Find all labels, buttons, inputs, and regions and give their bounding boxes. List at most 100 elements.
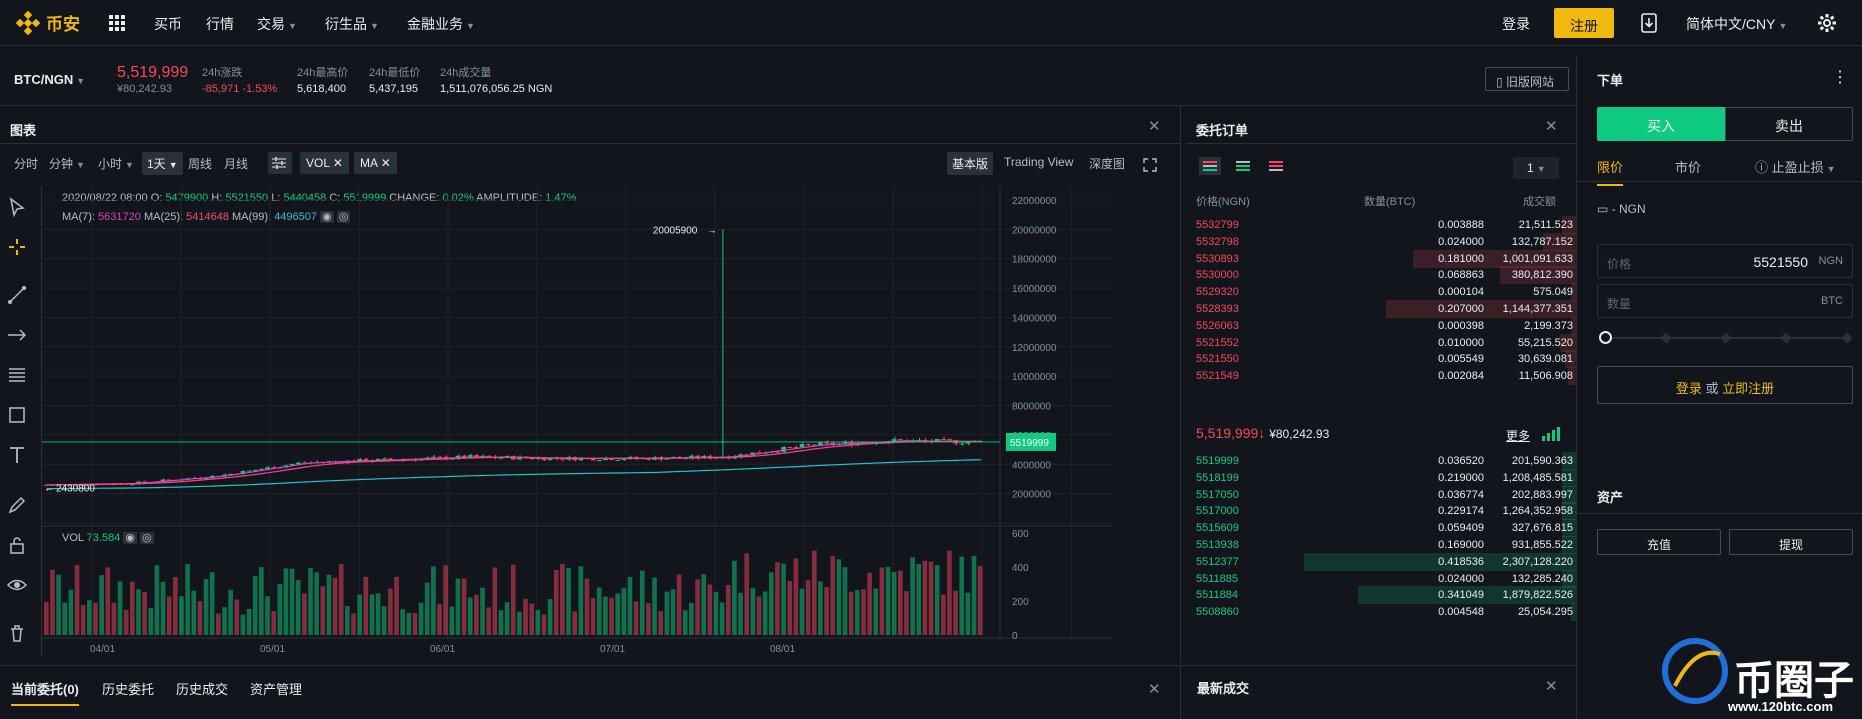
ask-row[interactable]: 5532799 0.003888 21,511.523 bbox=[1196, 215, 1576, 235]
bid-row[interactable]: 5517000 0.229174 1,264,352.958 bbox=[1196, 501, 1576, 521]
bid-row[interactable]: 5511884 0.341049 1,879,822.526 bbox=[1196, 585, 1576, 605]
slider-handle[interactable] bbox=[1599, 331, 1612, 344]
depth-precision-select[interactable]: 1 ▼ bbox=[1513, 157, 1559, 179]
tab-market[interactable]: 市价 bbox=[1675, 160, 1702, 175]
language-currency-selector[interactable]: 简体中文/CNY ▼ bbox=[1686, 14, 1787, 34]
slider-mark-75[interactable] bbox=[1780, 332, 1792, 344]
bid-row[interactable]: 5512377 0.418536 2,307,128.220 bbox=[1196, 552, 1576, 572]
sell-tab-button[interactable]: 卖出 bbox=[1725, 107, 1853, 141]
orders-close-icon[interactable]: ✕ bbox=[1148, 681, 1161, 698]
candlestick-chart[interactable]: 2200000020000000180000001600000014000000… bbox=[42, 188, 1180, 660]
pair-selector[interactable]: BTC/NGN ▼ bbox=[14, 72, 85, 87]
buy-tab-button[interactable]: 买入 bbox=[1597, 107, 1725, 141]
view-basic[interactable]: 基本版 bbox=[947, 152, 994, 175]
ask-row[interactable]: 5530000 0.068863 380,812.390 bbox=[1196, 265, 1576, 285]
ask-row[interactable]: 5529320 0.000104 575.049 bbox=[1196, 282, 1576, 302]
fib-lines-icon[interactable] bbox=[6, 364, 28, 386]
nav-derivatives[interactable]: 衍生品 ▼ bbox=[325, 14, 379, 34]
crosshair-icon[interactable] bbox=[6, 236, 28, 258]
book-asks-icon[interactable] bbox=[1265, 157, 1287, 175]
tab-open-orders[interactable]: 当前委托(0) bbox=[11, 679, 79, 706]
tab-asset-management[interactable]: 资产管理 bbox=[250, 682, 303, 697]
settings-icon[interactable]: ◎ bbox=[140, 532, 154, 544]
slider-mark-100[interactable] bbox=[1841, 332, 1853, 344]
view-tradingview[interactable]: Trading View bbox=[1004, 155, 1074, 169]
bid-row[interactable]: 5517050 0.036774 202,883.997 bbox=[1196, 485, 1576, 505]
interval-week[interactable]: 周线 bbox=[188, 157, 213, 171]
interval-1day[interactable]: 1天 ▼ bbox=[142, 152, 183, 175]
ask-row[interactable]: 5526063 0.000398 2,199.373 bbox=[1196, 316, 1576, 336]
ask-row[interactable]: 5521552 0.010000 55,215.520 bbox=[1196, 333, 1576, 353]
lock-icon[interactable] bbox=[6, 534, 28, 556]
ask-row[interactable]: 5530893 0.181000 1,001,091.633 bbox=[1196, 249, 1576, 269]
bid-row[interactable]: 5511885 0.024000 132,285.240 bbox=[1196, 569, 1576, 589]
orderbook-more-link[interactable]: 更多 bbox=[1506, 429, 1531, 443]
settings-icon[interactable]: ◎ bbox=[336, 211, 351, 223]
ask-row[interactable]: 5521549 0.002084 11,506.908 bbox=[1196, 366, 1576, 386]
tab-stop-limit[interactable]: ⓘ 止盈止损 ▼ bbox=[1755, 157, 1836, 176]
pair-label: BTC/NGN bbox=[14, 72, 74, 87]
trendline-tool-icon[interactable] bbox=[6, 284, 28, 306]
bid-row[interactable]: 5515609 0.059409 327,676.815 bbox=[1196, 518, 1576, 538]
trash-icon[interactable] bbox=[6, 622, 28, 644]
draw-pencil-icon[interactable] bbox=[6, 494, 28, 516]
eye-icon[interactable]: ◉ bbox=[320, 211, 334, 223]
ask-row[interactable]: 5521550 0.005549 30,639.081 bbox=[1196, 349, 1576, 369]
binance-logo[interactable]: 币安 bbox=[16, 10, 80, 35]
fullscreen-icon[interactable] bbox=[1143, 158, 1157, 172]
more-options-icon[interactable]: ⋮ bbox=[1832, 69, 1848, 86]
amount-input[interactable]: 数量 BTC bbox=[1597, 284, 1853, 318]
arrow-tool-icon[interactable] bbox=[6, 324, 28, 346]
price-axis-label: 12000000 bbox=[1012, 343, 1057, 354]
register-button[interactable]: 注册 bbox=[1554, 8, 1614, 38]
bid-row[interactable]: 5513938 0.169000 931,855.522 bbox=[1196, 535, 1576, 555]
tab-order-history[interactable]: 历史委托 bbox=[102, 682, 155, 697]
withdraw-button[interactable]: 提现 bbox=[1729, 529, 1853, 555]
interval-minute[interactable]: 分钟 ▼ bbox=[49, 155, 85, 172]
amount-slider[interactable] bbox=[1599, 331, 1853, 345]
bid-row[interactable]: 5518199 0.219000 1,208,485.581 bbox=[1196, 468, 1576, 488]
old-site-button[interactable]: ▯ 旧版网站 bbox=[1485, 67, 1569, 91]
price-input[interactable]: 价格 5521550 NGN bbox=[1597, 244, 1853, 278]
deposit-button[interactable]: 充值 bbox=[1597, 529, 1721, 555]
close-icon[interactable]: ✕ bbox=[332, 156, 343, 170]
nav-trade[interactable]: 交易 ▼ bbox=[257, 14, 297, 34]
nav-buy-crypto[interactable]: 买币 bbox=[154, 16, 182, 32]
interval-hour[interactable]: 小时 ▼ bbox=[98, 155, 134, 172]
price-input-value[interactable]: 5521550 bbox=[1753, 254, 1808, 270]
view-depth[interactable]: 深度图 bbox=[1089, 157, 1126, 171]
login-link[interactable]: 登录 bbox=[1502, 16, 1530, 32]
tab-trade-history[interactable]: 历史成交 bbox=[176, 682, 229, 697]
volume-bar bbox=[93, 602, 98, 635]
ask-row[interactable]: 5532798 0.024000 132,787.152 bbox=[1196, 232, 1576, 252]
bid-row[interactable]: 5519999 0.036520 201,590.363 bbox=[1196, 451, 1576, 471]
apps-grid-icon[interactable] bbox=[109, 15, 125, 31]
eye-icon[interactable] bbox=[6, 574, 28, 596]
form-login-link[interactable]: 登录 bbox=[1675, 381, 1702, 396]
close-icon[interactable]: ✕ bbox=[380, 156, 391, 170]
rectangle-tool-icon[interactable] bbox=[6, 404, 28, 426]
settings-gear-icon[interactable] bbox=[1817, 13, 1837, 33]
eye-icon[interactable]: ◉ bbox=[123, 532, 137, 544]
cursor-arrow-icon[interactable] bbox=[6, 196, 28, 218]
book-bids-icon[interactable] bbox=[1232, 157, 1254, 175]
download-icon[interactable] bbox=[1640, 13, 1658, 33]
slider-mark-50[interactable] bbox=[1720, 332, 1732, 344]
interval-month[interactable]: 月线 bbox=[224, 157, 249, 171]
trades-close-icon[interactable]: ✕ bbox=[1545, 678, 1558, 695]
ask-row[interactable]: 5528393 0.207000 1,144,377.351 bbox=[1196, 299, 1576, 319]
orderbook-close-icon[interactable]: ✕ bbox=[1545, 118, 1558, 135]
chart-close-icon[interactable]: ✕ bbox=[1148, 118, 1161, 135]
tab-limit[interactable]: 限价 bbox=[1597, 157, 1624, 186]
indicator-settings-button[interactable] bbox=[268, 152, 292, 174]
text-tool-icon[interactable] bbox=[6, 444, 28, 466]
nav-finance[interactable]: 金融业务 ▼ bbox=[407, 14, 475, 34]
indicator-ma-tag[interactable]: MA ✕ bbox=[354, 152, 397, 174]
book-both-icon[interactable] bbox=[1199, 157, 1221, 175]
slider-mark-25[interactable] bbox=[1660, 332, 1672, 344]
nav-markets[interactable]: 行情 bbox=[206, 16, 234, 32]
indicator-vol-tag[interactable]: VOL ✕ bbox=[300, 152, 349, 174]
form-register-link[interactable]: 立即注册 bbox=[1722, 381, 1775, 396]
interval-timeshare[interactable]: 分时 bbox=[14, 157, 39, 171]
bid-row[interactable]: 5508860 0.004548 25,054.295 bbox=[1196, 602, 1576, 622]
